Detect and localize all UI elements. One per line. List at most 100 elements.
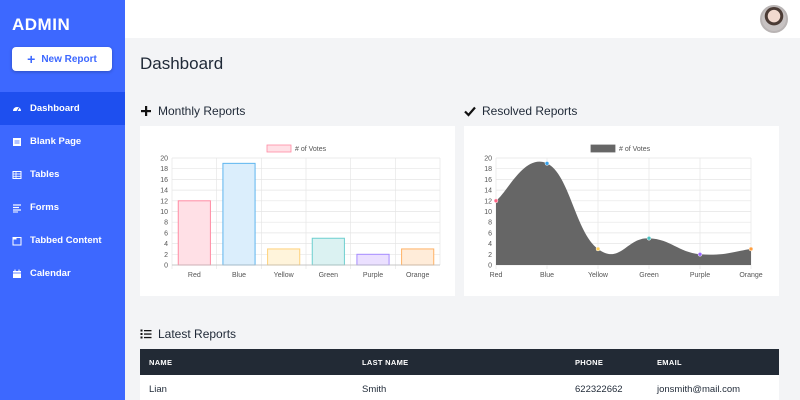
column-header-last-name: LAST NAME bbox=[362, 357, 409, 367]
x-tick-label: Purple bbox=[690, 272, 710, 279]
y-tick-label: 12 bbox=[484, 198, 492, 205]
bar bbox=[267, 248, 301, 266]
legend-label: # of Votes bbox=[295, 146, 327, 153]
column-header-phone: PHONE bbox=[575, 357, 604, 367]
x-tick-label: Orange bbox=[739, 272, 762, 279]
y-tick-label: 0 bbox=[488, 263, 492, 270]
list-icon bbox=[140, 328, 152, 340]
latest-reports-heading: Latest Reports bbox=[140, 327, 236, 341]
data-point bbox=[697, 252, 703, 257]
sidebar-item-tabbed-content[interactable]: Tabbed Content bbox=[0, 224, 125, 257]
bar bbox=[311, 237, 345, 266]
plus-icon bbox=[140, 105, 152, 117]
new-report-label: New Report bbox=[41, 53, 97, 65]
resolved-reports-heading: Resolved Reports bbox=[464, 104, 577, 118]
x-tick-label: Green bbox=[639, 272, 659, 279]
y-tick-label: 2 bbox=[488, 252, 492, 259]
bar-chart: 0 2 4 6 8 10 12 14 16 18 20 Red Blue Yellow Green Purpl… bbox=[160, 144, 441, 279]
data-point bbox=[595, 246, 601, 252]
y-tick-label: 6 bbox=[164, 230, 168, 237]
section-title: Monthly Reports bbox=[158, 104, 246, 118]
y-tick-label: 10 bbox=[484, 209, 492, 216]
plus-icon: + bbox=[27, 51, 36, 67]
y-tick-label: 16 bbox=[484, 177, 492, 184]
x-tick-label: Yellow bbox=[274, 272, 295, 279]
sidebar-item-calendar[interactable]: Calendar bbox=[0, 257, 125, 290]
y-tick-label: 8 bbox=[164, 220, 168, 227]
y-tick-label: 6 bbox=[488, 230, 492, 237]
y-tick-label: 18 bbox=[160, 166, 168, 173]
check-icon bbox=[464, 105, 476, 117]
section-title: Resolved Reports bbox=[482, 104, 578, 118]
x-tick-label: Red bbox=[490, 272, 503, 279]
data-point bbox=[748, 246, 754, 252]
bar bbox=[222, 162, 256, 266]
cell-email: jonsmith@mail.com bbox=[657, 383, 741, 395]
sidebar-item-tables[interactable]: Tables bbox=[0, 158, 125, 191]
sidebar-item-dashboard[interactable]: Dashboard bbox=[0, 92, 125, 125]
page-icon bbox=[12, 137, 22, 147]
dashboard-icon bbox=[12, 104, 22, 114]
resolved-reports-card: 0 2 4 6 8 10 12 14 16 18 20 Red Blue Yellow Green Purpl… bbox=[464, 126, 779, 296]
cell-phone: 622322662 bbox=[575, 383, 623, 395]
bar bbox=[401, 248, 435, 266]
sidebar-item-forms[interactable]: Forms bbox=[0, 191, 125, 224]
data-point bbox=[646, 236, 652, 241]
monthly-reports-heading: Monthly Reports bbox=[140, 104, 245, 118]
x-tick-label: Orange bbox=[406, 272, 429, 279]
sidebar: ADMIN + New Report Dashboard Blank Page … bbox=[0, 0, 125, 400]
sidebar-item-label: Dashboard bbox=[30, 103, 80, 114]
legend-swatch bbox=[266, 144, 292, 153]
y-tick-label: 20 bbox=[484, 156, 492, 163]
y-tick-label: 8 bbox=[488, 220, 492, 227]
x-tick-label: Purple bbox=[363, 272, 383, 279]
sidebar-item-blank-page[interactable]: Blank Page bbox=[0, 125, 125, 158]
x-tick-label: Yellow bbox=[588, 272, 609, 279]
cell-last-name: Smith bbox=[362, 383, 387, 395]
legend-label: # of Votes bbox=[619, 146, 651, 153]
data-point bbox=[544, 161, 550, 166]
sidebar-item-label: Tabbed Content bbox=[30, 235, 102, 246]
y-tick-label: 20 bbox=[160, 156, 168, 163]
column-header-name: NAME bbox=[149, 357, 173, 367]
x-tick-label: Red bbox=[188, 272, 201, 279]
y-tick-label: 14 bbox=[160, 188, 168, 195]
page-title: Dashboard bbox=[140, 54, 224, 73]
x-tick-label: Blue bbox=[540, 272, 554, 279]
y-tick-label: 10 bbox=[160, 209, 168, 216]
sidebar-nav: Dashboard Blank Page Tables Forms Tabbed… bbox=[0, 92, 125, 290]
x-tick-label: Green bbox=[319, 272, 339, 279]
sidebar-item-label: Tables bbox=[30, 169, 60, 180]
monthly-reports-card: 0 2 4 6 8 10 12 14 16 18 20 Red Blue Yellow Green Purpl… bbox=[140, 126, 455, 296]
cell-name: Lian bbox=[149, 383, 167, 395]
tab-icon bbox=[12, 236, 22, 246]
area-chart: 0 2 4 6 8 10 12 14 16 18 20 Red Blue Yellow Green Purpl… bbox=[484, 144, 763, 279]
sidebar-item-label: Forms bbox=[30, 202, 60, 213]
table-icon bbox=[12, 170, 22, 180]
new-report-button[interactable]: + New Report bbox=[12, 47, 112, 71]
x-tick-label: Blue bbox=[232, 272, 246, 279]
y-tick-label: 14 bbox=[484, 188, 492, 195]
y-tick-label: 12 bbox=[160, 198, 168, 205]
y-tick-label: 0 bbox=[164, 263, 168, 270]
column-header-email: EMAIL bbox=[657, 357, 682, 367]
y-tick-label: 4 bbox=[488, 241, 492, 248]
y-tick-label: 18 bbox=[484, 166, 492, 173]
bar bbox=[177, 200, 211, 266]
y-tick-label: 4 bbox=[164, 241, 168, 248]
user-avatar[interactable] bbox=[760, 5, 788, 33]
data-point bbox=[493, 198, 499, 204]
y-tick-label: 2 bbox=[164, 252, 168, 259]
y-tick-label: 16 bbox=[160, 177, 168, 184]
top-bar bbox=[125, 0, 800, 38]
table-header: NAME LAST NAME PHONE EMAIL bbox=[140, 349, 779, 375]
list-icon bbox=[12, 203, 22, 213]
sidebar-item-label: Calendar bbox=[30, 268, 71, 279]
section-title: Latest Reports bbox=[158, 327, 237, 341]
sidebar-item-label: Blank Page bbox=[30, 136, 82, 147]
legend-swatch bbox=[590, 144, 616, 153]
series-area bbox=[496, 161, 751, 265]
brand-title: ADMIN bbox=[12, 15, 71, 34]
latest-reports-table: NAME LAST NAME PHONE EMAIL Lian Smith 62… bbox=[140, 349, 779, 400]
table-row[interactable]: Lian Smith 622322662 jonsmith@mail.com bbox=[140, 375, 779, 400]
